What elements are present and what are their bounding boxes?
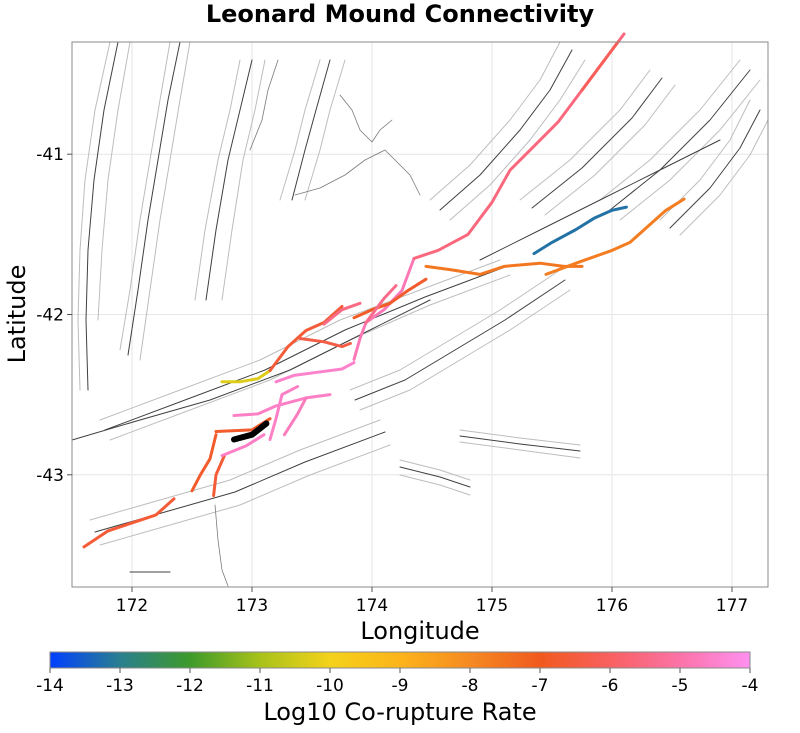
connected-fault-trace [282,396,308,437]
x-tick-label: 175 [476,596,508,616]
fault-surface [429,41,561,201]
colorbar-ticks: -14 -13 -12 -11 -10 -9 -8 -7 -6 -5 -4 [36,668,758,696]
colorbar-tick-label: -14 [36,676,64,696]
fault-surface [221,59,266,301]
fault-trace [459,435,581,452]
fault-surface [304,59,346,201]
fault-surface [519,69,651,201]
fault-trace [104,266,506,431]
y-tick-label: -41 [36,145,64,165]
connected-fault-trace [274,361,356,384]
fault-surface [459,429,581,446]
fault-trace [354,279,566,401]
x-tick-label: 174 [356,596,388,616]
y-tick-label: -43 [36,466,64,486]
connected-fault-trace [352,256,416,361]
fault-surface [97,41,131,321]
connected-faults [82,32,686,549]
connected-fault-trace [322,301,362,326]
fault-trace [205,59,253,301]
x-tick-label: 176 [596,596,628,616]
connected-fault-trace [190,433,218,493]
fault-surface [679,119,769,236]
x-tick-label: 177 [716,596,748,616]
y-axis-label: Latitude [3,265,31,364]
fault-trace [399,466,471,488]
fault-trace [71,299,431,441]
colorbar-tick-label: -12 [176,676,204,696]
plot-area [71,32,769,588]
axis-ticks: 172 173 174 175 176 177 -41 -42 -43 [36,145,748,616]
background-fault-network [71,41,769,587]
colorbar-tick-label: -13 [106,676,134,696]
fault-trace [609,69,751,211]
fault-surface [619,79,761,221]
connected-fault-trace [220,433,266,458]
connected-fault-trace [298,337,352,349]
x-tick-label: 173 [236,596,268,616]
connected-fault-trace [352,301,392,320]
fault-surface [599,59,741,201]
connected-fault-trace [232,393,332,417]
fault-surface-ribbons [77,41,769,546]
connected-fault-trace [580,40,620,92]
connected-fault-trace [544,197,686,276]
chart-title: Leonard Mound Connectivity [206,0,595,28]
fault-trace [531,77,663,209]
fault-surface [279,59,321,201]
y-tick-label: -42 [36,306,64,326]
fault-surface [99,444,391,546]
colorbar-tick-label: -5 [672,676,689,696]
colorbar-tick-label: -7 [532,676,549,696]
connected-fault-trace [364,284,398,324]
fault-trace [127,41,181,356]
fault-surface [349,269,561,391]
fault-trace [291,59,331,201]
connected-fault-trace [212,454,226,498]
fault-traces [71,41,761,573]
fault-trace [669,109,761,229]
fault-surface [119,41,171,351]
connected-fault-trace [388,277,428,305]
colorbar [49,651,751,669]
source-fault-layer [231,420,270,443]
colorbar-tick-label: -4 [742,676,759,696]
fault-surface [449,59,586,221]
fault-surface [399,474,471,496]
fault-surface [89,419,381,521]
x-tick-label: 172 [116,596,148,616]
colorbar-tick-label: -10 [316,676,344,696]
colorbar-tick-label: -8 [462,676,479,696]
connected-fault-trace [268,385,300,441]
fault-surface [359,289,571,411]
colorbar-tick-label: -6 [602,676,619,696]
fault-trace [479,139,721,261]
x-axis-label: Longitude [360,617,479,645]
coastline [214,59,421,587]
colorbar-label: Log10 Co-rupture Rate [263,698,536,726]
connected-fault-trace [532,205,628,256]
source-fault-trace [231,420,270,443]
fault-trace [439,49,573,211]
fault-surface [399,459,471,481]
connected-fault-trace [268,305,344,373]
fault-surface [194,59,241,301]
fault-trace [85,41,119,391]
connected-fault-trace [82,497,176,549]
fault-surface [139,41,191,361]
fault-surface [459,441,581,459]
fault-surface [544,84,676,216]
colorbar-tick-label: -9 [392,676,409,696]
fault-surface [77,41,111,391]
connected-fault-trace [220,369,272,384]
colorbar-tick-label: -11 [246,676,274,696]
